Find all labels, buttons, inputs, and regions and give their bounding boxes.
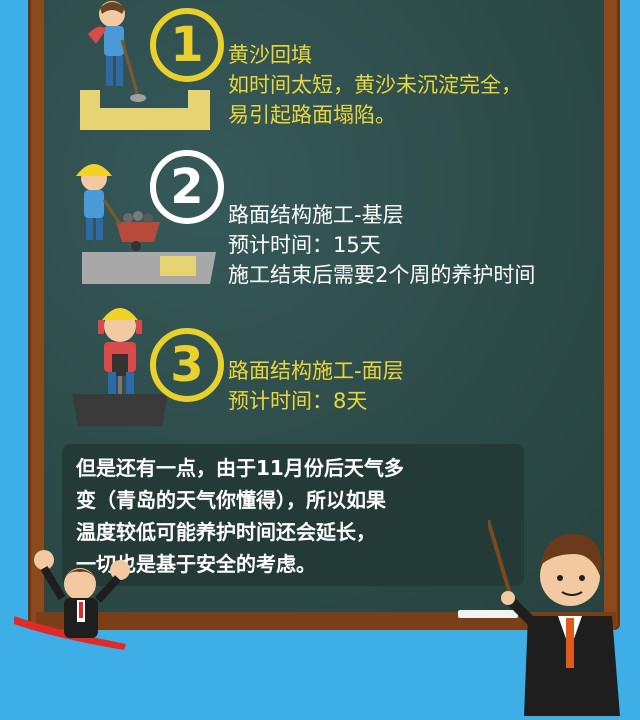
step-2-line-2: 预计时间：15天 — [228, 233, 381, 257]
note-line-1: 但是还有一点，由于11月份后天气多 — [76, 456, 404, 480]
step-1-line-2: 如时间太短，黄沙未沉淀完全， — [228, 73, 522, 97]
step-1-number: 1 — [150, 8, 224, 82]
step-2-number: 2 — [150, 150, 224, 224]
step-1-line-3: 易引起路面塌陷。 — [228, 103, 396, 127]
step-2-line-3: 施工结束后需要2个周的养护时间 — [228, 263, 536, 287]
chalk-stick — [458, 610, 518, 618]
step-3-title: 路面结构施工-面层 — [228, 359, 404, 383]
step-3-number: 3 — [150, 328, 224, 402]
sand-backfill-illustration — [80, 1, 210, 130]
base-layer-illustration — [76, 164, 216, 284]
step-2-text: 路面结构施工-基层 预计时间：15天 施工结束后需要2个周的养护时间 — [228, 200, 535, 290]
surface-layer-illustration — [72, 308, 168, 426]
step-3-text: 路面结构施工-面层 预计时间：8天 — [228, 356, 404, 416]
teacher-illustration — [488, 520, 620, 716]
note-line-2: 变（青岛的天气你懂得），所以如果 — [76, 488, 386, 512]
step-2-title: 路面结构施工-基层 — [228, 203, 404, 227]
note-box — [62, 444, 524, 586]
step-1-text: 黄沙回填 如时间太短，黄沙未沉淀完全， 易引起路面塌陷。 — [228, 40, 522, 130]
note-line-3: 温度较低可能养护时间还会延长， — [76, 520, 376, 544]
step-1-title: 黄沙回填 — [228, 43, 312, 67]
note-text: 但是还有一点，由于11月份后天气多 变（青岛的天气你懂得），所以如果 温度较低可… — [76, 452, 404, 580]
step-3-line-2: 预计时间：8天 — [228, 389, 368, 413]
cheering-man-illustration — [14, 550, 130, 650]
